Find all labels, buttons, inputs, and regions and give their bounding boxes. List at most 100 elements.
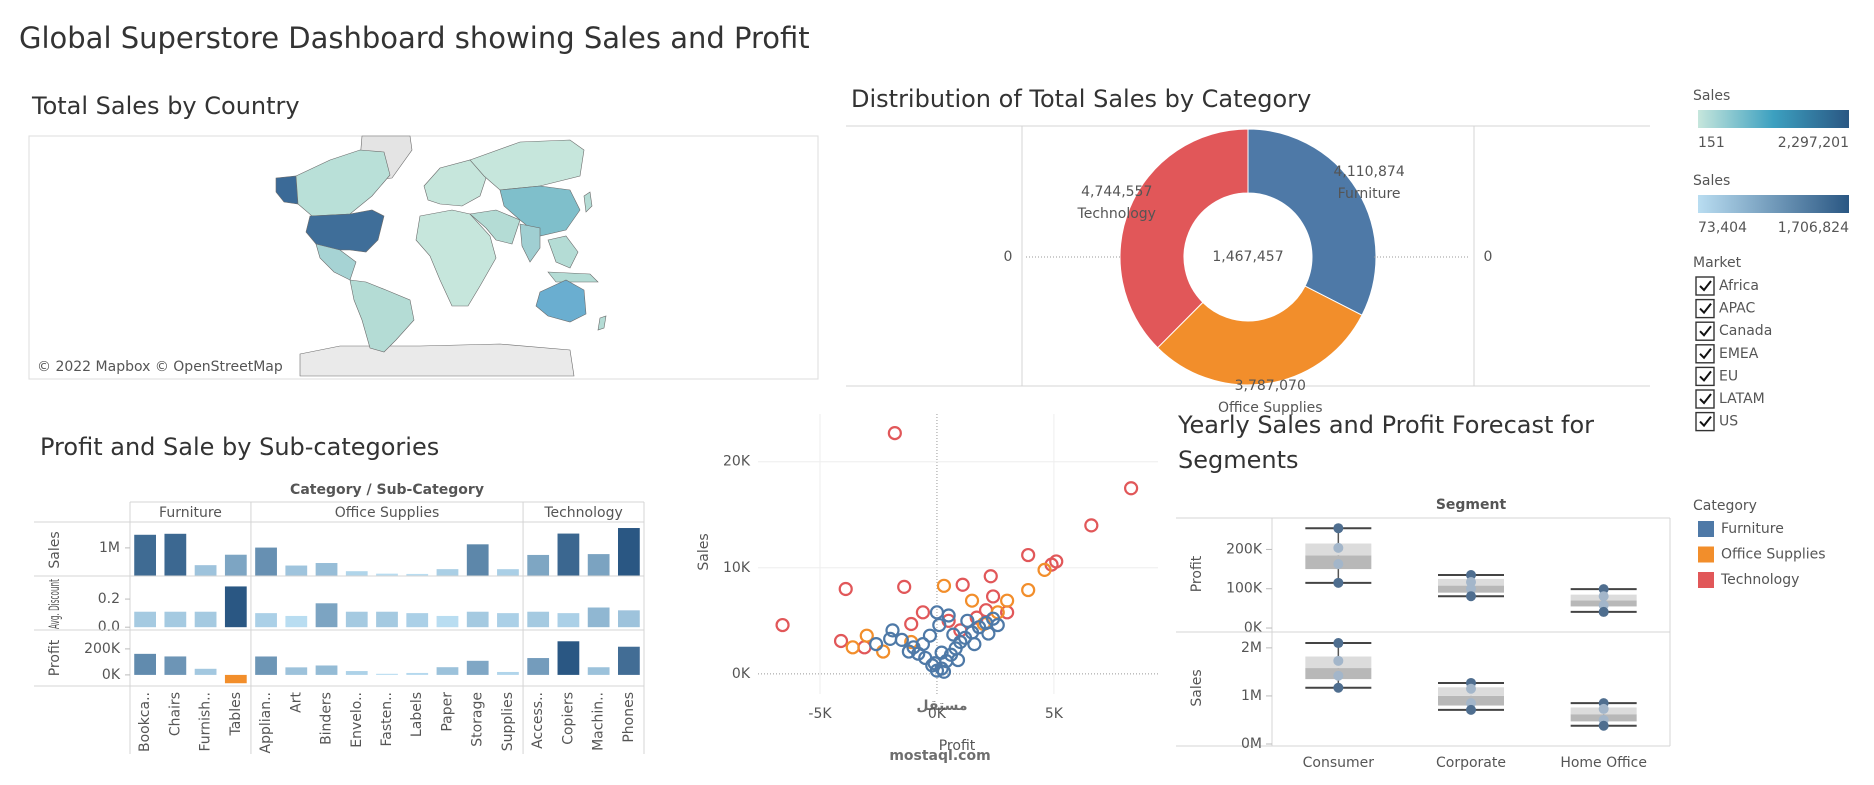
x-tick-label: Envelo.. <box>349 692 365 748</box>
market-checkbox[interactable] <box>1695 411 1715 432</box>
x-tick-label: Binders <box>319 692 335 745</box>
bar <box>557 641 580 675</box>
checkmark[interactable] <box>1699 325 1712 337</box>
x-tick-label: Consumer <box>1303 755 1375 771</box>
bar <box>436 569 459 576</box>
checkmark[interactable] <box>1699 280 1712 292</box>
y-tick-label: 10K <box>723 560 751 576</box>
y-tick-label: 100K <box>1226 581 1263 597</box>
scatter-point <box>876 644 891 659</box>
bar <box>406 613 429 628</box>
scatter-point <box>967 637 982 652</box>
chart-title: Distribution of Total Sales by Category <box>851 85 1311 113</box>
scatter-point <box>955 577 970 592</box>
y-axis-title: Sales <box>696 533 712 570</box>
scatter-point <box>936 578 952 593</box>
market-label[interactable]: LATAM <box>1719 391 1765 407</box>
box-point <box>1466 683 1476 694</box>
legend-gradient <box>1698 195 1849 213</box>
bar <box>224 554 247 576</box>
box-point <box>1333 558 1344 569</box>
bar <box>224 674 247 684</box>
checkmark[interactable] <box>1699 415 1712 428</box>
legend-swatch <box>1698 572 1714 588</box>
slice-value-label: 3,787,070 <box>1235 378 1306 394</box>
box-point <box>1598 703 1609 714</box>
legend-title: Market <box>1693 255 1742 271</box>
india <box>519 223 541 263</box>
bar <box>376 573 398 576</box>
australia <box>535 279 587 323</box>
x-tick-label: Applian.. <box>258 692 274 753</box>
bar <box>345 571 368 576</box>
scatter-point <box>838 581 853 597</box>
legend-swatch <box>1698 521 1714 537</box>
bar <box>164 656 187 675</box>
row-label: Sales <box>1189 669 1205 706</box>
x-tick-label: Furnish.. <box>198 692 214 752</box>
market-checkbox[interactable] <box>1695 298 1715 319</box>
market-checkbox[interactable] <box>1695 276 1715 296</box>
bar <box>587 607 610 628</box>
market-label[interactable]: US <box>1719 414 1738 430</box>
checkmark[interactable] <box>1699 370 1712 382</box>
x-tick-label: Bookca.. <box>137 692 153 752</box>
market-checkbox[interactable] <box>1695 366 1715 387</box>
box-point <box>1598 606 1609 617</box>
scatter-point <box>960 613 975 628</box>
legend-gradient <box>1698 110 1849 128</box>
checkmark[interactable] <box>1699 302 1712 315</box>
bar <box>497 671 519 675</box>
scatter-point <box>932 617 947 633</box>
market-label[interactable]: EMEA <box>1719 346 1759 362</box>
bar <box>466 544 489 576</box>
bar <box>134 611 157 628</box>
bar <box>194 565 217 576</box>
market-label[interactable]: EU <box>1719 368 1738 384</box>
checkmark[interactable] <box>1699 393 1712 405</box>
x-tick-label: Machin.. <box>591 692 607 751</box>
row-label: Avg. Discount <box>47 579 63 629</box>
watermark: mostaql.com <box>889 748 990 764</box>
market-label[interactable]: Canada <box>1719 323 1772 339</box>
scatter-point <box>857 640 872 655</box>
checkmark[interactable] <box>1699 348 1712 360</box>
market-checkbox[interactable] <box>1695 389 1715 409</box>
scatter-point <box>775 617 790 633</box>
x-tick-label: Art <box>288 691 304 712</box>
box-point <box>1333 542 1344 553</box>
bar <box>255 547 277 576</box>
group-label: Furniture <box>159 505 222 521</box>
scatter-point <box>915 605 931 620</box>
y-tick-label: 200K <box>1226 541 1263 557</box>
bar <box>617 528 640 576</box>
scatter-point <box>946 627 961 642</box>
usa <box>305 209 385 253</box>
x-tick-label: Corporate <box>1436 755 1506 771</box>
market-label[interactable]: APAC <box>1719 301 1755 317</box>
bar <box>497 569 519 576</box>
indonesia <box>547 271 599 283</box>
market-checkbox[interactable] <box>1695 344 1715 364</box>
y-tick-label: 0M <box>1241 736 1262 752</box>
market-checkbox[interactable] <box>1695 321 1715 341</box>
bar <box>557 533 580 576</box>
scatter-point <box>983 569 998 584</box>
market-label[interactable]: Africa <box>1719 278 1759 294</box>
slice-category-label: Technology <box>1077 206 1156 222</box>
scatter-point <box>845 640 860 655</box>
scatter-point <box>971 620 987 635</box>
x-tick-label: Storage <box>470 692 486 747</box>
middle-east <box>469 209 521 245</box>
x-tick-label: Copiers <box>560 692 576 745</box>
scatter-point <box>1123 481 1139 496</box>
y-tick-label: 0.0 <box>98 619 120 635</box>
header-label: Segment <box>1436 497 1507 513</box>
bar <box>497 613 519 628</box>
bar <box>134 534 157 576</box>
header-label: Category / Sub-Category <box>290 482 484 498</box>
y-tick-label: 0K <box>1244 620 1263 636</box>
africa <box>415 209 497 307</box>
scatter-point <box>897 579 912 594</box>
